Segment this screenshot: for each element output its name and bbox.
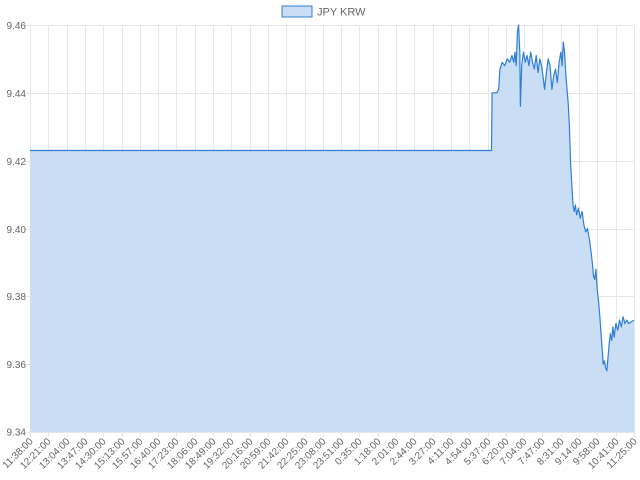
axes: 9.349.369.389.409.429.449.4611:38:0012:2… xyxy=(1,21,640,472)
y-tick-label: 9.42 xyxy=(7,157,27,168)
y-tick-label: 9.44 xyxy=(7,89,27,100)
y-tick-label: 9.36 xyxy=(7,360,27,371)
y-tick-label: 9.38 xyxy=(7,292,27,303)
series-line xyxy=(30,24,635,372)
y-tick-label: 9.46 xyxy=(7,21,27,32)
series-fill xyxy=(30,25,634,432)
legend-label[interactable]: JPY KRW xyxy=(317,7,366,19)
y-tick-label: 9.40 xyxy=(7,225,27,236)
legend[interactable]: JPY KRW xyxy=(281,5,366,19)
legend-swatch[interactable] xyxy=(281,5,313,18)
series-area xyxy=(30,24,635,432)
y-tick-label: 9.34 xyxy=(7,428,27,439)
